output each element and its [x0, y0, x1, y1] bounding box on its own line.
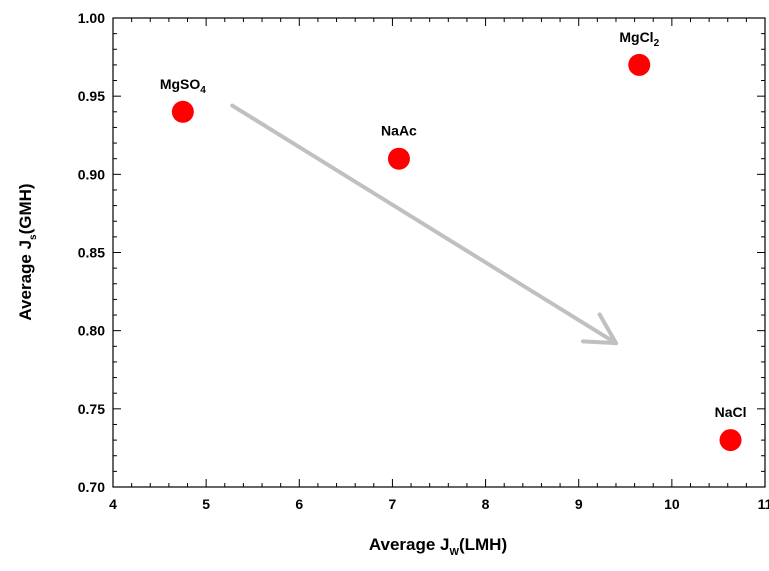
trend-arrow-shaft: [230, 103, 618, 346]
data-point: [387, 147, 410, 170]
y-tick-label: 0.95: [78, 88, 105, 104]
y-tick-label: 0.85: [78, 245, 105, 261]
y-tick-label: 1.00: [78, 10, 105, 26]
plot-frame: [112, 17, 766, 488]
data-point: [719, 429, 742, 452]
x-tick-label: 11: [758, 496, 769, 512]
data-point: [171, 100, 194, 123]
y-tick-label: 0.90: [78, 166, 105, 182]
x-tick-label: 6: [295, 496, 303, 512]
y-tick-labels: 0.70 0.75 0.80 0.85 0.90 0.95 1.00: [78, 10, 105, 495]
x-tick-label: 4: [109, 496, 117, 512]
x-tick-label: 8: [482, 496, 490, 512]
x-tick-label: 5: [202, 496, 210, 512]
data-point: [628, 53, 651, 76]
y-tick-label: 0.70: [78, 479, 105, 495]
data-points: MgSO4 NaAc MgCl2 NaCl: [160, 29, 747, 452]
x-tick-label: 10: [664, 496, 680, 512]
trend-arrow-head: [597, 312, 618, 346]
y-axis-title: Average Js(GMH): [16, 183, 39, 320]
x-tick-labels: 4 5 6 7 8 9 10 11: [109, 496, 769, 512]
point-label: MgSO4: [160, 76, 206, 96]
point-label: NaAc: [381, 123, 417, 139]
x-axis-title: Average JW(LMH): [369, 535, 507, 558]
trend-arrow-head: [581, 339, 618, 346]
y-tick-label: 0.80: [78, 323, 105, 339]
point-label: MgCl2: [619, 29, 659, 49]
x-tick-label: 7: [389, 496, 397, 512]
y-tick-label: 0.75: [78, 401, 105, 417]
point-label: NaCl: [715, 404, 747, 420]
axis-ticks: [112, 17, 766, 488]
x-tick-label: 9: [575, 496, 583, 512]
trend-arrow: [230, 103, 618, 346]
